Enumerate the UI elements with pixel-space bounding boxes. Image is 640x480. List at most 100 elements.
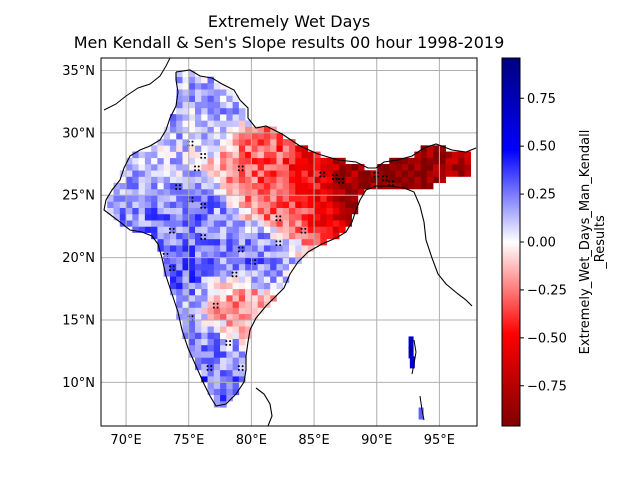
- heatmap-cell: [408, 182, 415, 190]
- heatmap-cell: [220, 301, 227, 308]
- heatmap-cell: [220, 282, 227, 290]
- heatmap-cell: [163, 176, 171, 184]
- heatmap-cell: [339, 201, 346, 208]
- heatmap-cell: [188, 89, 196, 96]
- significance-dot: [341, 181, 344, 184]
- heatmap-cell: [295, 251, 302, 258]
- heatmap-cell: [176, 232, 183, 240]
- heatmap-cell: [169, 195, 177, 202]
- significance-dot: [331, 178, 334, 181]
- heatmap-cell: [301, 157, 309, 165]
- heatmap-cell: [226, 388, 233, 396]
- heatmap-cell: [289, 157, 296, 165]
- heatmap-cell: [314, 157, 321, 165]
- heatmap-cell: [282, 251, 290, 258]
- heatmap-cell: [163, 157, 171, 165]
- heatmap-cell: [220, 114, 227, 121]
- heatmap-cell: [176, 238, 183, 246]
- heatmap-cell: [232, 238, 240, 246]
- heatmap-cell: [207, 288, 215, 296]
- heatmap-cell: [207, 270, 215, 277]
- significance-dot: [241, 365, 244, 368]
- heatmap-cell: [226, 89, 233, 96]
- significance-dot: [392, 184, 395, 187]
- heatmap-cell: [339, 157, 346, 165]
- heatmap-cell: [201, 101, 208, 109]
- heatmap-cell: [238, 369, 246, 377]
- heatmap-cell: [176, 188, 183, 196]
- heatmap-cell: [163, 245, 171, 252]
- heatmap-cell: [182, 101, 190, 109]
- heatmap-cell: [220, 257, 227, 265]
- heatmap-cell: [201, 307, 208, 315]
- heatmap-cell: [213, 282, 221, 290]
- heatmap-cell: [132, 220, 139, 227]
- heatmap-cell: [213, 101, 221, 109]
- heatmap-cell: [151, 201, 158, 208]
- heatmap-cell: [270, 145, 277, 152]
- heatmap-cell: [238, 195, 246, 202]
- heatmap-cell: [182, 107, 190, 115]
- heatmap-cell: [163, 263, 171, 271]
- heatmap-cell: [213, 344, 221, 352]
- heatmap-cell: [163, 170, 171, 177]
- heatmap-cell: [301, 220, 309, 227]
- heatmap-cell: [163, 182, 171, 190]
- heatmap-cell: [201, 188, 208, 196]
- heatmap-cell: [345, 201, 352, 208]
- heatmap-cell: [232, 282, 240, 290]
- colorbar-tick-label: −0.25: [527, 283, 567, 298]
- heatmap-cell: [195, 95, 202, 102]
- heatmap-cell: [257, 195, 265, 202]
- heatmap-cell: [257, 201, 265, 208]
- heatmap-cell: [238, 114, 246, 121]
- heatmap-cell: [263, 257, 271, 265]
- heatmap-cell: [276, 276, 284, 283]
- heatmap-cell: [332, 157, 340, 165]
- heatmap-cell: [213, 313, 221, 321]
- significance-dot: [304, 227, 307, 230]
- heatmap-cell: [201, 164, 208, 171]
- heatmap-cell: [182, 257, 190, 265]
- heatmap-cell: [307, 164, 315, 171]
- heatmap-cell: [232, 182, 240, 190]
- heatmap-cell: [213, 394, 221, 402]
- heatmap-cell: [195, 307, 202, 315]
- heatmap-cell: [176, 282, 183, 290]
- heatmap-cell: [245, 257, 252, 265]
- heatmap-cell: [195, 238, 202, 246]
- heatmap-cell: [314, 164, 321, 171]
- heatmap-cell: [207, 201, 215, 208]
- heatmap-cell: [220, 213, 227, 221]
- heatmap-cell: [326, 182, 334, 190]
- heatmap-cell: [201, 195, 208, 202]
- heatmap-cell: [351, 207, 359, 215]
- heatmap-cell: [132, 164, 139, 171]
- heatmap-cell: [188, 326, 196, 333]
- heatmap-cell: [257, 151, 265, 159]
- heatmap-cell: [213, 251, 221, 258]
- heatmap-cell: [257, 139, 265, 146]
- heatmap-cell: [332, 201, 340, 208]
- heatmap-cell: [345, 164, 352, 171]
- heatmap-cell: [345, 188, 352, 196]
- heatmap-cell: [188, 176, 196, 184]
- heatmap-cell: [282, 263, 290, 271]
- heatmap-cell: [207, 238, 215, 246]
- heatmap-cell: [138, 164, 146, 171]
- heatmap-cell: [207, 145, 215, 152]
- heatmap-cell: [364, 182, 371, 190]
- heatmap-cell: [119, 195, 127, 202]
- heatmap-cell: [157, 188, 164, 196]
- colorbar-label-line2: _Results: [593, 215, 608, 270]
- heatmap-cell: [282, 257, 290, 265]
- heatmap-cell: [207, 170, 215, 177]
- heatmap-cell: [188, 276, 196, 283]
- heatmap-cell: [238, 263, 246, 271]
- heatmap-cell: [370, 176, 378, 184]
- heatmap-cell: [251, 301, 258, 308]
- heatmap-cell: [226, 282, 233, 290]
- heatmap-cell: [226, 114, 233, 121]
- heatmap-cell: [295, 151, 302, 159]
- heatmap-cell: [226, 313, 233, 321]
